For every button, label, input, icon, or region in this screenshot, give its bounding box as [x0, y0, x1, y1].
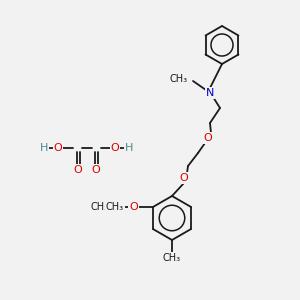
Text: O: O — [204, 133, 212, 143]
Text: CH₃: CH₃ — [91, 202, 109, 212]
Text: H: H — [125, 143, 133, 153]
Text: O: O — [130, 202, 138, 212]
Text: CH₃: CH₃ — [106, 202, 124, 212]
Text: O: O — [74, 165, 82, 175]
Text: O: O — [92, 165, 100, 175]
Text: O: O — [180, 173, 188, 183]
Text: O: O — [111, 143, 119, 153]
Text: H: H — [40, 143, 48, 153]
Text: O: O — [54, 143, 62, 153]
Text: N: N — [206, 88, 214, 98]
Text: CH₃: CH₃ — [163, 253, 181, 263]
Text: CH₃: CH₃ — [170, 74, 188, 84]
